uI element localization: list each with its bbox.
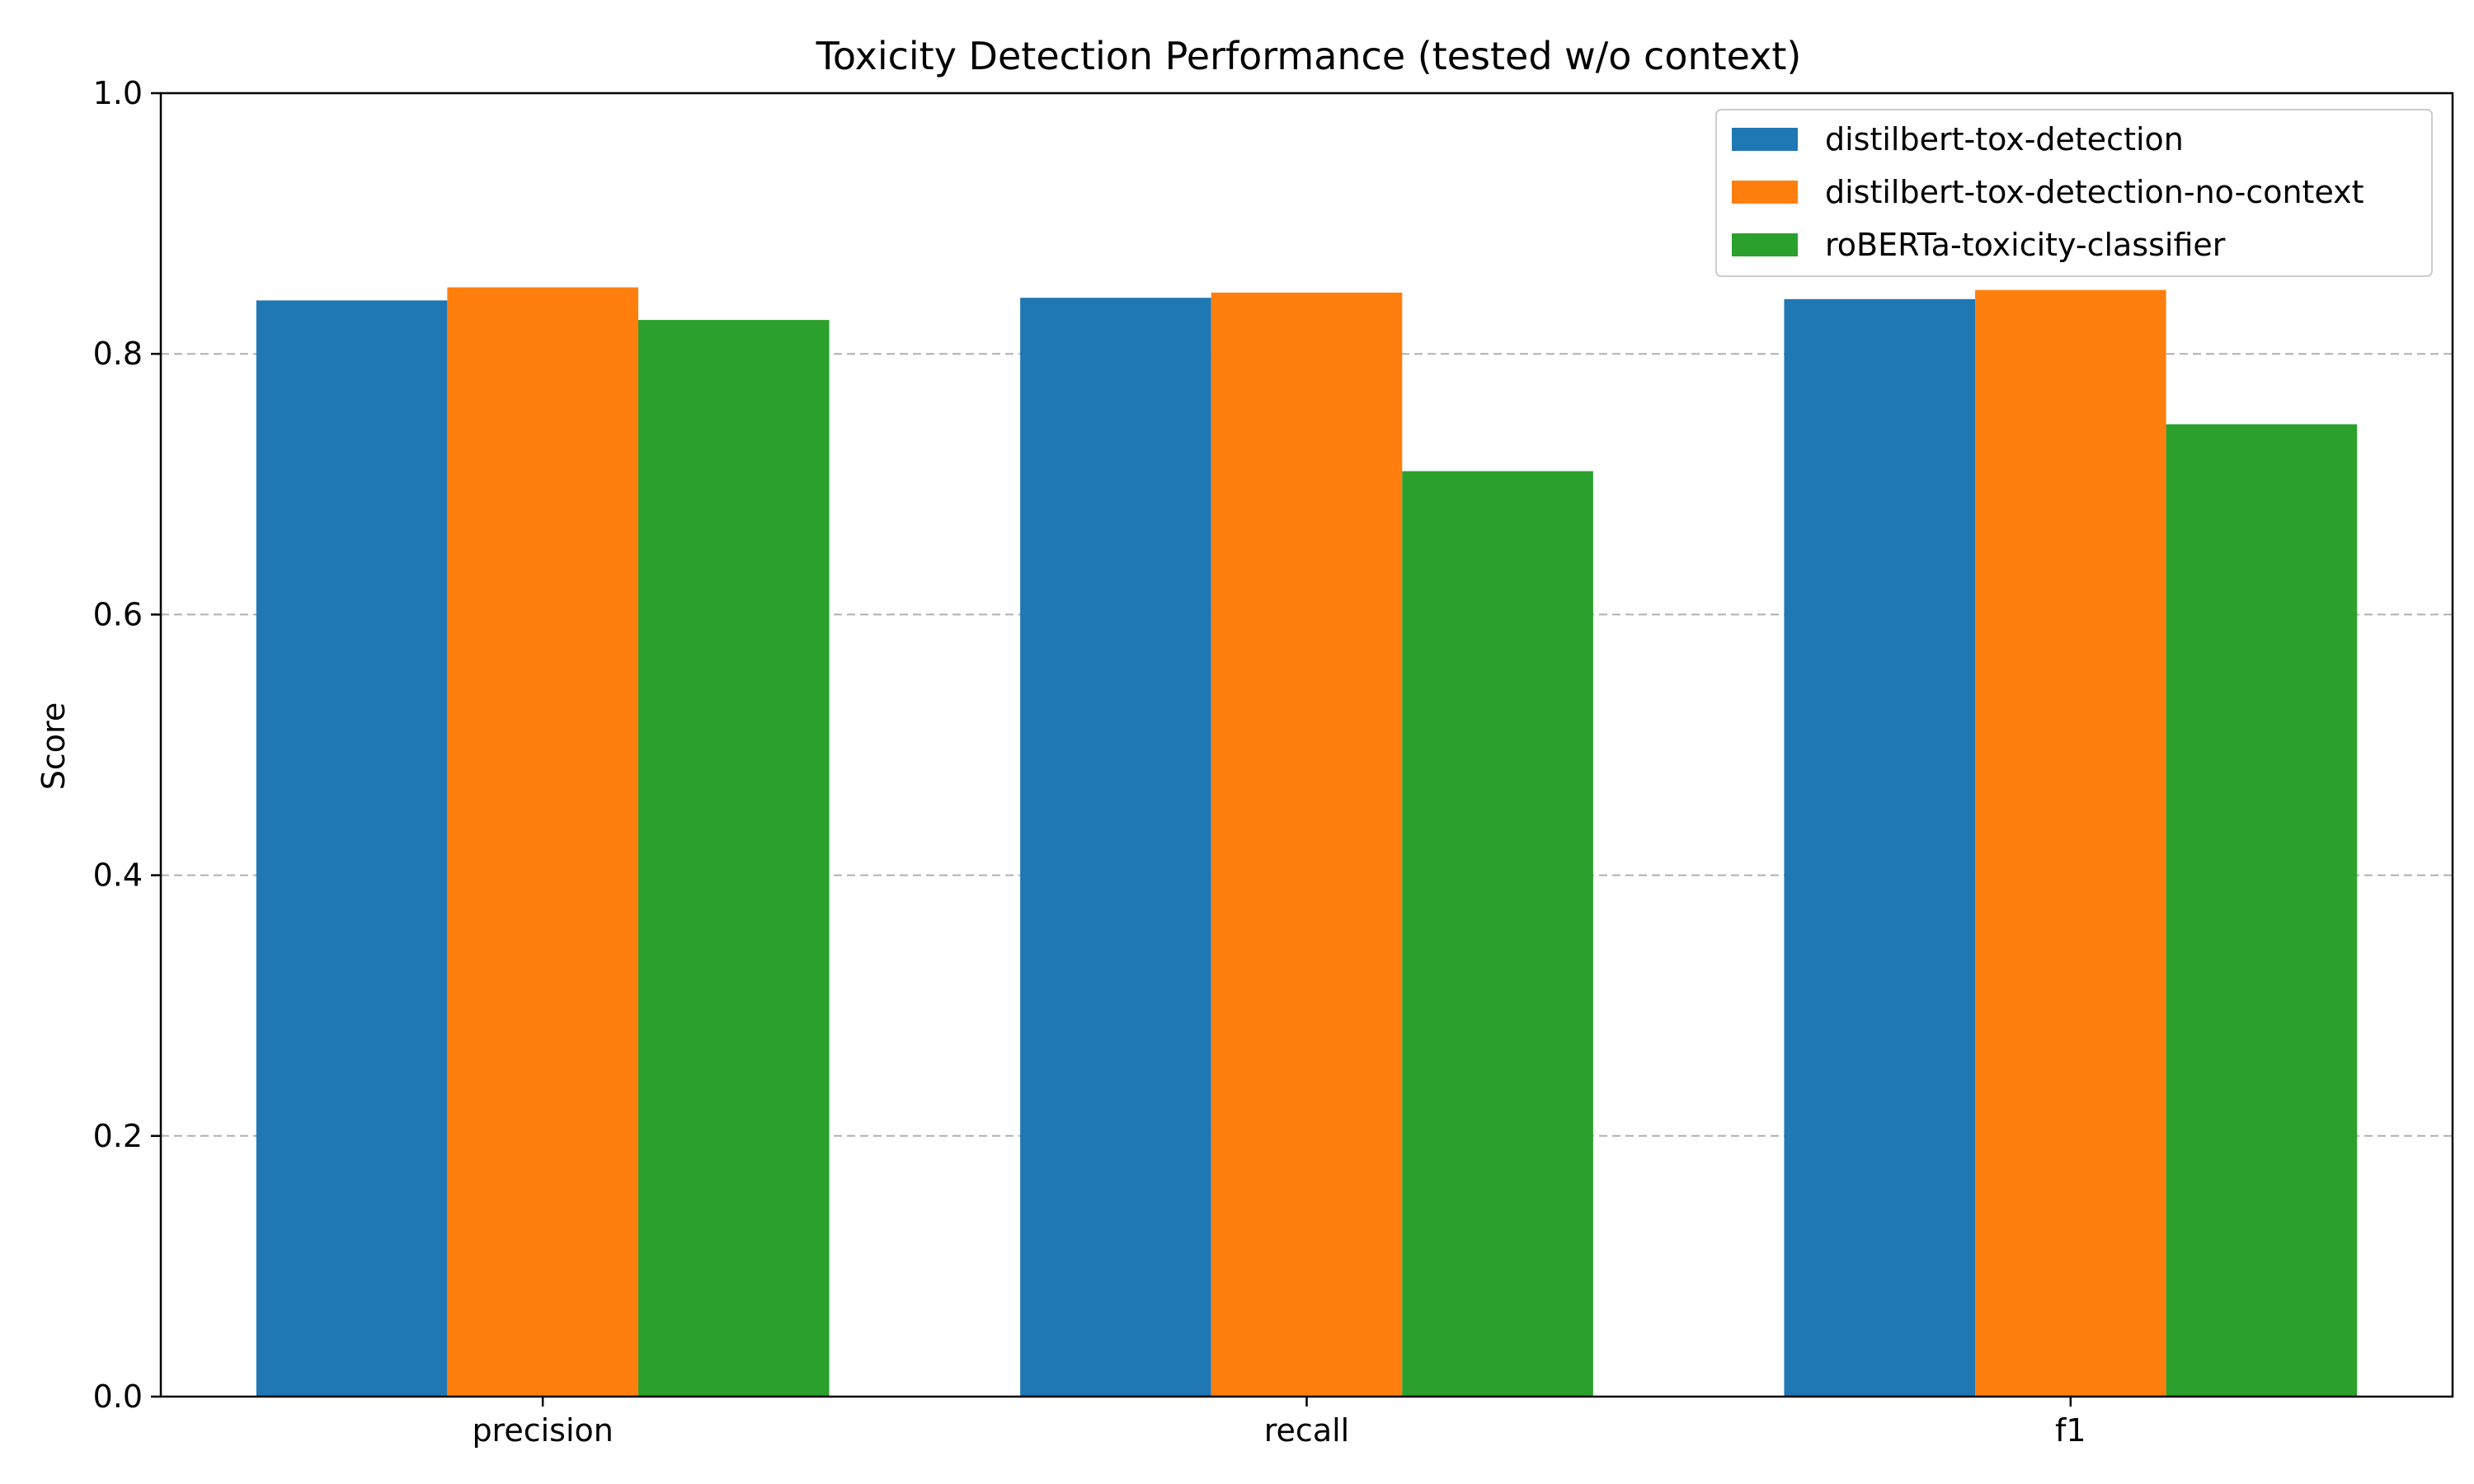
legend-swatch-1: [1732, 128, 1798, 151]
legend-label-3: roBERTa-toxicity-classifier: [1825, 227, 2226, 263]
bar-f1-1: [1784, 298, 1976, 1397]
bars: [256, 287, 2358, 1397]
bar-precision-1: [256, 300, 448, 1397]
chart-title: Toxicity Detection Performance (tested w…: [816, 34, 1802, 78]
legend-box: [1715, 109, 2433, 277]
bar-recall-2: [1211, 292, 1403, 1397]
x-tick-label-recall: recall: [1264, 1412, 1349, 1449]
bar-recall-1: [1020, 298, 1211, 1397]
bar-f1-2: [1975, 289, 2166, 1397]
y-axis-label: Score: [35, 702, 72, 790]
y-tick-label: 1.0: [93, 75, 143, 111]
y-tick-label: 0.8: [93, 336, 143, 372]
bar-f1-3: [2166, 424, 2358, 1397]
bar-precision-3: [637, 320, 830, 1397]
legend-label-2: distilbert-tox-detection-no-context: [1825, 174, 2364, 210]
x-tick-label-precision: precision: [472, 1412, 613, 1449]
y-tick-label: 0.6: [93, 596, 143, 632]
x-axis-ticks: precision recall f1: [472, 1397, 2086, 1449]
y-tick-label: 0.0: [93, 1378, 143, 1415]
legend-swatch-2: [1732, 181, 1798, 204]
y-tick-label: 0.2: [93, 1118, 143, 1154]
y-tick-label: 0.4: [93, 857, 143, 894]
legend: distilbert-tox-detection distilbert-tox-d…: [1715, 109, 2433, 277]
bar-recall-3: [1402, 471, 1593, 1397]
bar-precision-2: [447, 287, 638, 1397]
legend-label-1: distilbert-tox-detection: [1825, 121, 2184, 157]
legend-swatch-3: [1732, 233, 1798, 256]
x-tick-label-f1: f1: [2055, 1412, 2086, 1449]
y-axis-ticks: 0.0 0.2 0.4 0.6 0.8 1.0: [93, 75, 161, 1415]
